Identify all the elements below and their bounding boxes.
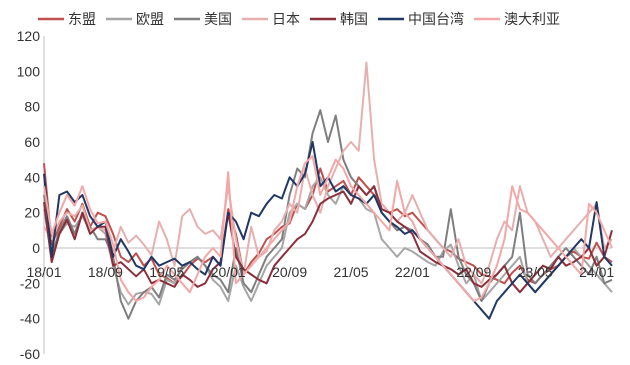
series-layer	[43, 61, 613, 320]
y-axis: -60 -40 -20 0 20 40 60 80 100 120	[17, 28, 45, 362]
series-line-日本	[43, 61, 613, 285]
x-tick-label: 22/09	[456, 264, 491, 280]
x-tick-label: 24/01	[579, 264, 614, 280]
x-tick-label: 23/05	[518, 264, 553, 280]
series-line-韩国	[43, 185, 613, 294]
y-tick-label: -20	[20, 275, 40, 291]
y-tick-label: 120	[17, 28, 41, 44]
x-tick-label: 18/01	[26, 264, 61, 280]
x-axis: 18/01 18/09 19/05 20/01 20/09 21/05 22/01 22/09…	[26, 264, 614, 280]
legend-label: 中国台湾	[408, 11, 464, 27]
y-tick-label: 0	[32, 240, 40, 256]
y-tick-label: 80	[24, 99, 40, 115]
y-tick-label: 100	[17, 63, 41, 79]
x-tick-label: 21/05	[334, 264, 369, 280]
legend-label: 美国	[204, 11, 232, 27]
x-tick-label: 20/01	[211, 264, 246, 280]
series-line-欧盟	[43, 176, 613, 306]
legend-label: 韩国	[340, 11, 368, 27]
legend-label: 东盟	[68, 11, 96, 27]
legend-label: 日本	[272, 11, 300, 27]
y-tick-label: -60	[20, 346, 40, 360]
legend-label: 澳大利亚	[504, 11, 560, 27]
x-tick-label: 18/09	[88, 264, 123, 280]
y-tick-label: 20	[24, 205, 40, 221]
legend: 东盟 欧盟 美国 日本 韩国 中国台湾 澳大利亚	[38, 11, 560, 27]
y-tick-label: 40	[24, 169, 40, 185]
series-line-东盟	[43, 163, 613, 285]
series-line-澳大利亚	[43, 155, 613, 302]
series-line-美国	[43, 109, 613, 320]
legend-label: 欧盟	[136, 11, 164, 27]
y-tick-label: -40	[20, 311, 40, 327]
x-tick-label: 19/05	[149, 264, 184, 280]
x-tick-label: 22/01	[395, 264, 430, 280]
x-tick-label: 20/09	[272, 264, 307, 280]
y-tick-label: 60	[24, 134, 40, 150]
